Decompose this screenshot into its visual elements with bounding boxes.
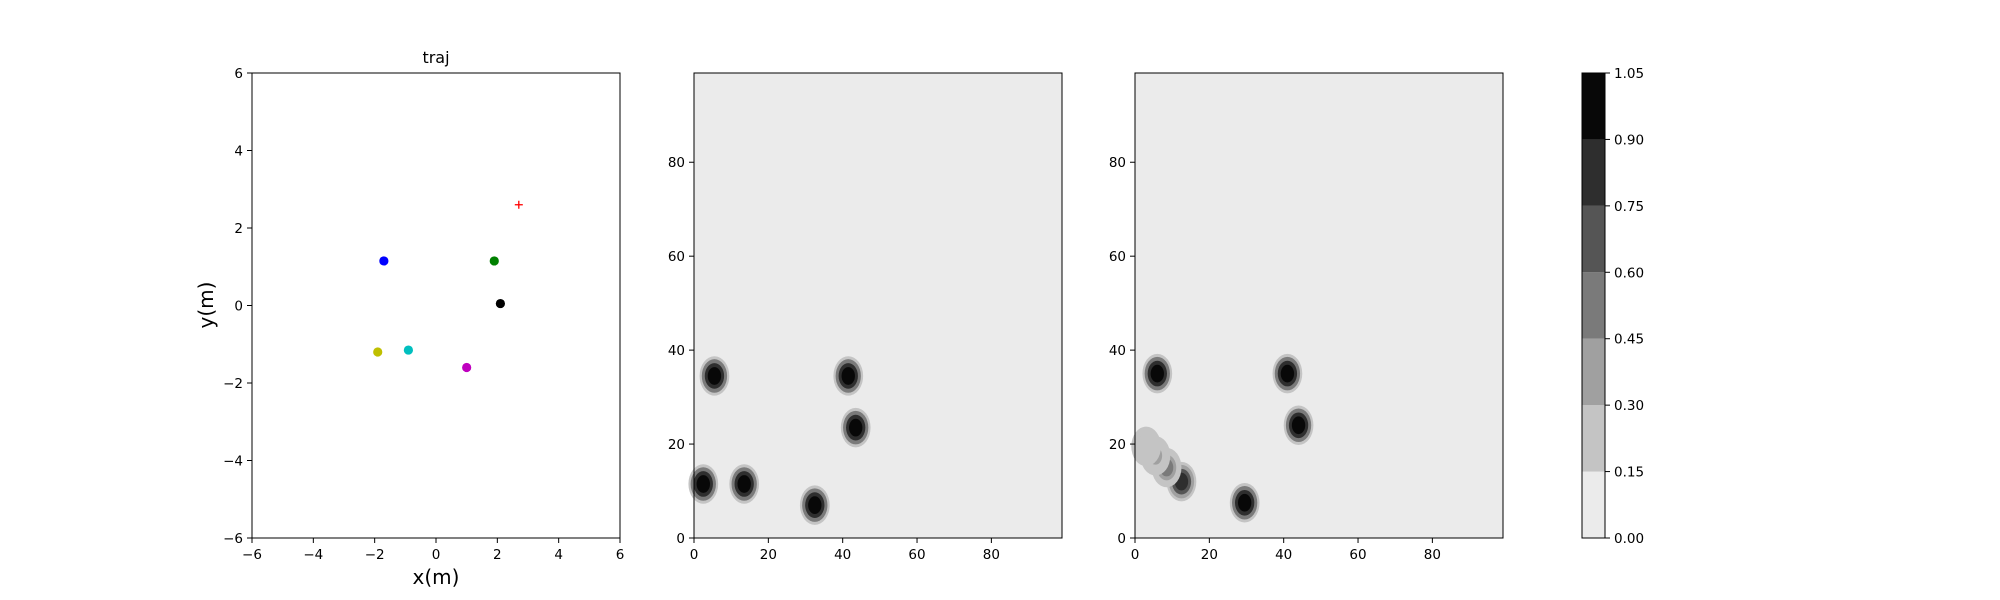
x-axis-ticks: 0 20 40 60 80: [1131, 538, 1441, 563]
heatmap-blob: [840, 407, 871, 448]
x-tick-label: 60: [908, 547, 925, 563]
x-tick-label: −6: [242, 547, 262, 563]
y-tick-label: 2: [234, 221, 243, 237]
heatmap-blob: [729, 464, 760, 504]
y-axis-ticks: 0 20 40 60 80: [1109, 155, 1135, 547]
goal-marker: [514, 200, 523, 209]
y-tick-label: 0: [676, 531, 685, 547]
trajectory-scatter-plot: traj −6 −4 −2 0 2 4 6 −6 −4 −2 0 2 4 6 x(m) y(m): [194, 48, 624, 589]
colorbar-tick-label: 0.30: [1614, 398, 1644, 414]
colorbar-tick-label: 0.90: [1614, 132, 1644, 148]
y-axis-ticks: 0 20 40 60 80: [668, 155, 694, 547]
data-point: [373, 347, 383, 357]
colorbar-tick-label: 0.45: [1614, 332, 1644, 348]
y-tick-label: 20: [1109, 437, 1126, 453]
chart-title: traj: [422, 48, 449, 67]
colorbar-bands: [1582, 73, 1605, 538]
y-tick-label: 20: [668, 437, 685, 453]
y-tick-label: 80: [1109, 155, 1126, 171]
x-tick-label: 4: [554, 547, 563, 563]
y-tick-label: 80: [668, 155, 685, 171]
x-axis-label: x(m): [413, 565, 460, 589]
x-tick-label: 20: [1201, 547, 1218, 563]
colorbar-band: [1582, 139, 1605, 206]
data-point: [462, 362, 472, 373]
colorbar-ticks: 0.00 0.15 0.30 0.45 0.60 0.75 0.90 1.05: [1605, 66, 1644, 547]
colorbar-band: [1582, 405, 1605, 472]
data-point: [403, 345, 413, 355]
y-tick-label: 0: [234, 299, 243, 315]
x-tick-label: −2: [365, 547, 385, 563]
x-tick-label: 2: [493, 547, 502, 563]
heatmap-blobs: [688, 356, 871, 525]
y-tick-label: 60: [1109, 249, 1126, 265]
y-tick-label: 0: [1117, 531, 1126, 547]
plot-frame: [693, 72, 1063, 539]
colorbar: 0.00 0.15 0.30 0.45 0.60 0.75 0.90 1.05: [1581, 66, 1644, 547]
x-tick-label: 40: [834, 547, 851, 563]
y-tick-label: 60: [668, 249, 685, 265]
x-tick-label: −4: [303, 547, 323, 563]
x-tick-label: 0: [690, 547, 699, 563]
y-tick-label: 6: [234, 66, 243, 82]
heatmap-blob: [699, 356, 730, 396]
heatmap-blob: [688, 464, 719, 504]
colorbar-band: [1582, 205, 1605, 273]
x-tick-label: 0: [1131, 547, 1140, 563]
x-tick-label: 0: [432, 547, 441, 563]
occupancy-heatmap-1: 0 20 40 60 80 0 20 40 60 80: [668, 72, 1063, 563]
colorbar-tick-label: 0.75: [1614, 199, 1644, 215]
colorbar-tick-label: 0.60: [1614, 265, 1644, 281]
heatmap-blobs: [1131, 353, 1314, 523]
heatmap-blob: [1283, 405, 1314, 445]
heatmap-blob: [833, 356, 864, 396]
data-point: [495, 298, 505, 309]
x-axis-ticks: −6 −4 −2 0 2 4 6: [242, 538, 624, 563]
scatter-points: [373, 200, 523, 373]
heatmap-background: [694, 73, 1062, 538]
y-tick-label: −2: [223, 376, 243, 392]
x-tick-label: 20: [760, 547, 777, 563]
colorbar-band: [1582, 471, 1605, 538]
y-tick-label: −6: [223, 531, 243, 547]
plot-frame: [1134, 72, 1504, 539]
y-tick-label: 40: [1109, 343, 1126, 359]
colorbar-tick-label: 1.05: [1614, 66, 1644, 82]
data-point: [489, 256, 499, 266]
x-axis-ticks: 0 20 40 60 80: [690, 538, 1000, 563]
occupancy-heatmap-2: 0 20 40 60 80 0 20 40 60 80: [1109, 72, 1504, 563]
x-tick-label: 80: [983, 547, 1000, 563]
y-tick-label: 4: [234, 144, 243, 160]
heatmap-blob: [799, 485, 830, 525]
y-axis-ticks: −6 −4 −2 0 2 4 6: [223, 66, 252, 547]
colorbar-tick-label: 0.00: [1614, 531, 1644, 547]
heatmap-blob: [1272, 353, 1303, 394]
colorbar-band: [1582, 272, 1605, 339]
x-tick-label: 6: [616, 547, 625, 563]
colorbar-band: [1582, 73, 1605, 140]
y-tick-label: −4: [223, 454, 243, 470]
x-tick-label: 40: [1275, 547, 1292, 563]
heatmap-background: [1135, 73, 1503, 538]
data-point: [379, 256, 389, 266]
heatmap-blob: [1142, 353, 1173, 394]
heatmap-blob: [1229, 483, 1260, 523]
y-axis-label: y(m): [194, 282, 218, 329]
y-tick-label: 40: [668, 343, 685, 359]
colorbar-frame: [1581, 72, 1606, 539]
colorbar-tick-label: 0.15: [1614, 465, 1644, 481]
x-tick-label: 60: [1349, 547, 1366, 563]
x-tick-label: 80: [1424, 547, 1441, 563]
colorbar-band: [1582, 338, 1605, 406]
heatmap-blob: [1131, 426, 1162, 467]
